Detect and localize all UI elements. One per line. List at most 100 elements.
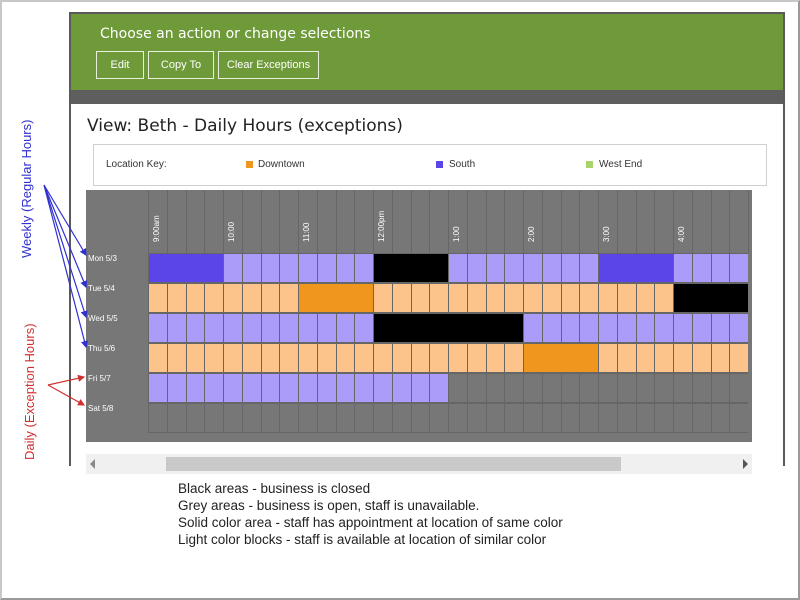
schedule-cell[interactable] — [691, 403, 711, 433]
schedule-cell[interactable] — [598, 343, 617, 373]
schedule-cell[interactable] — [579, 373, 598, 403]
schedule-cell[interactable] — [523, 373, 542, 403]
schedule-cell[interactable] — [579, 403, 598, 433]
schedule-cell[interactable] — [598, 373, 617, 403]
schedule-cell[interactable] — [673, 403, 692, 433]
schedule-cell[interactable] — [429, 253, 448, 283]
schedule-cell[interactable] — [654, 313, 673, 343]
scroll-left-icon[interactable] — [90, 459, 95, 469]
schedule-cell[interactable] — [204, 283, 223, 313]
schedule-cell[interactable] — [185, 403, 205, 433]
schedule-cell[interactable] — [335, 373, 355, 403]
scrollbar-thumb[interactable] — [166, 457, 621, 471]
schedule-cell[interactable] — [241, 313, 261, 343]
schedule-cell[interactable] — [673, 373, 692, 403]
schedule-cell[interactable] — [166, 253, 186, 283]
schedule-cell[interactable] — [185, 343, 205, 373]
schedule-cell[interactable] — [391, 313, 411, 343]
schedule-cell[interactable] — [466, 253, 486, 283]
schedule-cell[interactable] — [710, 253, 730, 283]
schedule-cell[interactable] — [354, 313, 373, 343]
schedule-cell[interactable] — [598, 253, 617, 283]
schedule-cell[interactable] — [635, 403, 655, 433]
schedule-cell[interactable] — [279, 253, 298, 283]
schedule-cell[interactable] — [373, 403, 392, 433]
schedule-cell[interactable] — [635, 343, 655, 373]
schedule-cell[interactable] — [260, 313, 280, 343]
schedule-cell[interactable] — [410, 403, 430, 433]
schedule-cell[interactable] — [560, 403, 580, 433]
schedule-cell[interactable] — [316, 253, 336, 283]
schedule-cell[interactable] — [204, 253, 223, 283]
schedule-cell[interactable] — [710, 313, 730, 343]
scroll-right-icon[interactable] — [743, 459, 748, 469]
schedule-cell[interactable] — [448, 403, 467, 433]
schedule-cell[interactable] — [148, 253, 167, 283]
schedule-cell[interactable] — [616, 313, 636, 343]
schedule-cell[interactable] — [335, 343, 355, 373]
schedule-cell[interactable] — [354, 343, 373, 373]
schedule-cell[interactable] — [485, 283, 505, 313]
schedule-cell[interactable] — [466, 283, 486, 313]
schedule-cell[interactable] — [616, 253, 636, 283]
schedule-cell[interactable] — [541, 343, 561, 373]
schedule-cell[interactable] — [279, 343, 298, 373]
schedule-cell[interactable] — [279, 373, 298, 403]
schedule-cell[interactable] — [429, 313, 448, 343]
schedule-cell[interactable] — [316, 343, 336, 373]
schedule-cell[interactable] — [691, 253, 711, 283]
schedule-cell[interactable] — [335, 253, 355, 283]
schedule-cell[interactable] — [541, 283, 561, 313]
schedule-cell[interactable] — [598, 283, 617, 313]
horizontal-scrollbar[interactable] — [86, 454, 752, 474]
schedule-cell[interactable] — [616, 283, 636, 313]
schedule-cell[interactable] — [260, 343, 280, 373]
schedule-cell[interactable] — [654, 373, 673, 403]
schedule-cell[interactable] — [335, 283, 355, 313]
schedule-cell[interactable] — [260, 373, 280, 403]
schedule-cell[interactable] — [523, 313, 542, 343]
schedule-cell[interactable] — [241, 343, 261, 373]
schedule-cell[interactable] — [729, 253, 748, 283]
schedule-cell[interactable] — [635, 283, 655, 313]
schedule-cell[interactable] — [166, 343, 186, 373]
schedule-cell[interactable] — [485, 313, 505, 343]
schedule-cell[interactable] — [260, 283, 280, 313]
schedule-cell[interactable] — [729, 283, 748, 313]
schedule-cell[interactable] — [541, 253, 561, 283]
schedule-cell[interactable] — [710, 283, 730, 313]
schedule-cell[interactable] — [279, 283, 298, 313]
schedule-cell[interactable] — [223, 403, 242, 433]
schedule-cell[interactable] — [410, 313, 430, 343]
schedule-cell[interactable] — [204, 343, 223, 373]
copy-to-button[interactable]: Copy To — [148, 51, 214, 79]
schedule-cell[interactable] — [673, 283, 692, 313]
schedule-cell[interactable] — [504, 343, 523, 373]
schedule-cell[interactable] — [448, 253, 467, 283]
schedule-cell[interactable] — [710, 373, 730, 403]
schedule-cell[interactable] — [260, 403, 280, 433]
schedule-cell[interactable] — [560, 373, 580, 403]
schedule-cell[interactable] — [710, 403, 730, 433]
schedule-cell[interactable] — [373, 313, 392, 343]
schedule-cell[interactable] — [223, 313, 242, 343]
schedule-cell[interactable] — [504, 373, 523, 403]
schedule-cell[interactable] — [429, 343, 448, 373]
schedule-cell[interactable] — [241, 373, 261, 403]
schedule-cell[interactable] — [466, 373, 486, 403]
schedule-cell[interactable] — [598, 403, 617, 433]
schedule-cell[interactable] — [354, 403, 373, 433]
schedule-cell[interactable] — [635, 253, 655, 283]
schedule-cell[interactable] — [635, 313, 655, 343]
schedule-cell[interactable] — [710, 343, 730, 373]
schedule-cell[interactable] — [485, 373, 505, 403]
schedule-cell[interactable] — [166, 283, 186, 313]
schedule-cell[interactable] — [523, 283, 542, 313]
schedule-cell[interactable] — [166, 403, 186, 433]
schedule-cell[interactable] — [373, 283, 392, 313]
schedule-cell[interactable] — [541, 313, 561, 343]
schedule-cell[interactable] — [316, 313, 336, 343]
schedule-cell[interactable] — [298, 253, 317, 283]
schedule-cell[interactable] — [691, 343, 711, 373]
schedule-cell[interactable] — [335, 403, 355, 433]
